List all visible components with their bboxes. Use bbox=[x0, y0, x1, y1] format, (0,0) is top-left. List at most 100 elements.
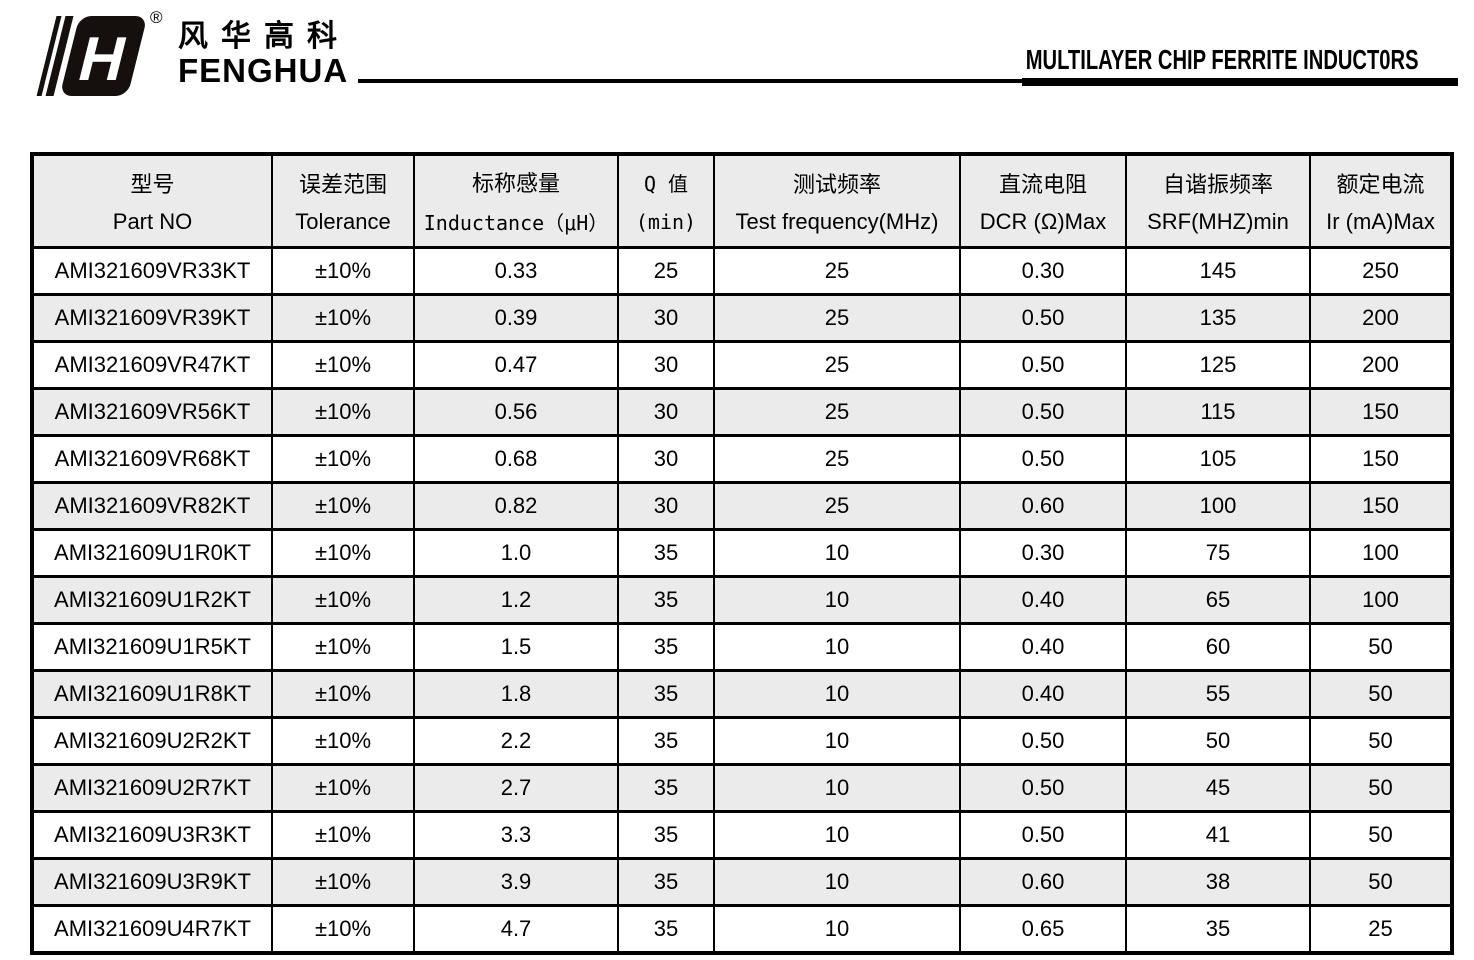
part-no-cell: AMI321609VR47KT bbox=[31, 340, 273, 390]
column-label-zh: Q 值 bbox=[643, 172, 689, 197]
spec-table-body: AMI321609VR33KT ±10% 0.33 25 25 0.30 145 250 AMI… bbox=[31, 246, 1453, 954]
table-cell: 30 bbox=[617, 434, 715, 484]
table-header-row: 型号 Part NO 误差范围 Tolerance 标称感量 Inductanc… bbox=[31, 152, 1453, 249]
table-cell: 150 bbox=[1309, 434, 1453, 484]
table-cell: 25 bbox=[713, 434, 961, 484]
table-cell: 50 bbox=[1309, 810, 1453, 860]
table-cell: 200 bbox=[1309, 293, 1453, 343]
column-label-en: Inductance（μH） bbox=[423, 210, 609, 235]
table-cell: 35 bbox=[617, 810, 715, 860]
table-cell: 0.39 bbox=[413, 293, 619, 343]
table-cell: 2.7 bbox=[413, 763, 619, 813]
fenghua-logo-icon: H bbox=[36, 16, 145, 96]
part-no-cell: AMI321609U2R2KT bbox=[31, 716, 273, 766]
brand-name-english: FENGHUA bbox=[178, 52, 349, 89]
table-cell: 10 bbox=[713, 528, 961, 578]
header-rule-left bbox=[358, 79, 1022, 83]
table-cell: 2.2 bbox=[413, 716, 619, 766]
table-cell: 1.2 bbox=[413, 575, 619, 625]
part-no-cell: AMI321609U3R9KT bbox=[31, 857, 273, 907]
table-cell: 35 bbox=[617, 857, 715, 907]
table-cell: 4.7 bbox=[413, 904, 619, 954]
table-row: AMI321609U3R3KT ±10% 3.3 35 10 0.50 41 50 bbox=[31, 810, 1453, 860]
table-cell: 3.3 bbox=[413, 810, 619, 860]
table-cell: 1.8 bbox=[413, 669, 619, 719]
column-label-en: Part NO bbox=[112, 209, 193, 234]
table-cell: 25 bbox=[713, 340, 961, 390]
column-label-en: Ir (mA)Max bbox=[1326, 209, 1435, 234]
table-cell: 30 bbox=[617, 340, 715, 390]
table-cell: ±10% bbox=[271, 387, 415, 437]
table-row: AMI321609U1R0KT ±10% 1.0 35 10 0.30 75 100 bbox=[31, 528, 1453, 578]
table-cell: 25 bbox=[713, 246, 961, 296]
column-label-zh: 直流电阻 bbox=[998, 172, 1087, 197]
column-label-zh: 自谐振频率 bbox=[1162, 172, 1273, 197]
table-cell: ±10% bbox=[271, 669, 415, 719]
table-cell: 0.40 bbox=[959, 622, 1127, 672]
table-cell: 0.50 bbox=[959, 716, 1127, 766]
table-cell: 50 bbox=[1309, 622, 1453, 672]
part-no-cell: AMI321609VR39KT bbox=[31, 293, 273, 343]
column-header-tolerance: 误差范围 Tolerance bbox=[271, 152, 415, 249]
table-cell: 200 bbox=[1309, 340, 1453, 390]
table-cell: 0.50 bbox=[959, 293, 1127, 343]
inductor-spec-table: 型号 Part NO 误差范围 Tolerance 标称感量 Inductanc… bbox=[30, 152, 1454, 955]
table-cell: 1.0 bbox=[413, 528, 619, 578]
table-cell: 10 bbox=[713, 763, 961, 813]
table-cell: ±10% bbox=[271, 434, 415, 484]
part-no-cell: AMI321609VR56KT bbox=[31, 387, 273, 437]
table-cell: 10 bbox=[713, 575, 961, 625]
table-cell: 100 bbox=[1309, 528, 1453, 578]
table-cell: ±10% bbox=[271, 904, 415, 954]
table-cell: 0.82 bbox=[413, 481, 619, 531]
part-no-cell: AMI321609VR68KT bbox=[31, 434, 273, 484]
column-label-en: DCR (Ω)Max bbox=[979, 209, 1107, 234]
table-row: AMI321609U1R2KT ±10% 1.2 35 10 0.40 65 100 bbox=[31, 575, 1453, 625]
table-cell: 0.50 bbox=[959, 810, 1127, 860]
table-cell: ±10% bbox=[271, 246, 415, 296]
table-cell: 10 bbox=[713, 904, 961, 954]
table-cell: 35 bbox=[617, 575, 715, 625]
table-row: AMI321609U4R7KT ±10% 4.7 35 10 0.65 35 25 bbox=[31, 904, 1453, 954]
table-cell: 25 bbox=[713, 387, 961, 437]
table-cell: 0.30 bbox=[959, 246, 1127, 296]
table-cell: 35 bbox=[617, 528, 715, 578]
table-row: AMI321609VR33KT ±10% 0.33 25 25 0.30 145 250 bbox=[31, 246, 1453, 296]
table-cell: 0.50 bbox=[959, 387, 1127, 437]
table-cell: 10 bbox=[713, 857, 961, 907]
table-row: AMI321609U3R9KT ±10% 3.9 35 10 0.60 38 50 bbox=[31, 857, 1453, 907]
table-row: AMI321609VR39KT ±10% 0.39 30 25 0.50 135 200 bbox=[31, 293, 1453, 343]
table-cell: 50 bbox=[1309, 716, 1453, 766]
table-cell: 25 bbox=[713, 481, 961, 531]
table-cell: 50 bbox=[1309, 669, 1453, 719]
table-cell: 115 bbox=[1125, 387, 1311, 437]
header-rule-right bbox=[1022, 78, 1458, 86]
table-cell: 0.56 bbox=[413, 387, 619, 437]
part-no-cell: AMI321609VR82KT bbox=[31, 481, 273, 531]
table-cell: 10 bbox=[713, 622, 961, 672]
table-cell: 55 bbox=[1125, 669, 1311, 719]
table-cell: 35 bbox=[617, 763, 715, 813]
table-cell: ±10% bbox=[271, 857, 415, 907]
table-cell: 100 bbox=[1125, 481, 1311, 531]
table-cell: 25 bbox=[1309, 904, 1453, 954]
part-no-cell: AMI321609U1R8KT bbox=[31, 669, 273, 719]
table-cell: 0.40 bbox=[959, 575, 1127, 625]
table-cell: 30 bbox=[617, 387, 715, 437]
table-cell: 45 bbox=[1125, 763, 1311, 813]
table-cell: 35 bbox=[617, 669, 715, 719]
table-row: AMI321609U1R5KT ±10% 1.5 35 10 0.40 60 50 bbox=[31, 622, 1453, 672]
column-header-rated-current: 额定电流 Ir (mA)Max bbox=[1309, 152, 1453, 249]
table-cell: ±10% bbox=[271, 481, 415, 531]
page-title: MULTILAYER CHIP FERRITE INDUCT0RS bbox=[1026, 44, 1419, 75]
table-header: 型号 Part NO 误差范围 Tolerance 标称感量 Inductanc… bbox=[31, 152, 1453, 249]
table-cell: 35 bbox=[617, 904, 715, 954]
table-cell: ±10% bbox=[271, 763, 415, 813]
brand-block: 风华高科 FENGHUA bbox=[178, 20, 350, 87]
column-header-q-min: Q 值 (min) bbox=[617, 152, 715, 249]
table-cell: 38 bbox=[1125, 857, 1311, 907]
column-header-part-no: 型号 Part NO bbox=[31, 152, 273, 249]
table-cell: ±10% bbox=[271, 716, 415, 766]
table-cell: ±10% bbox=[271, 340, 415, 390]
column-label-zh: 标称感量 bbox=[471, 171, 560, 197]
